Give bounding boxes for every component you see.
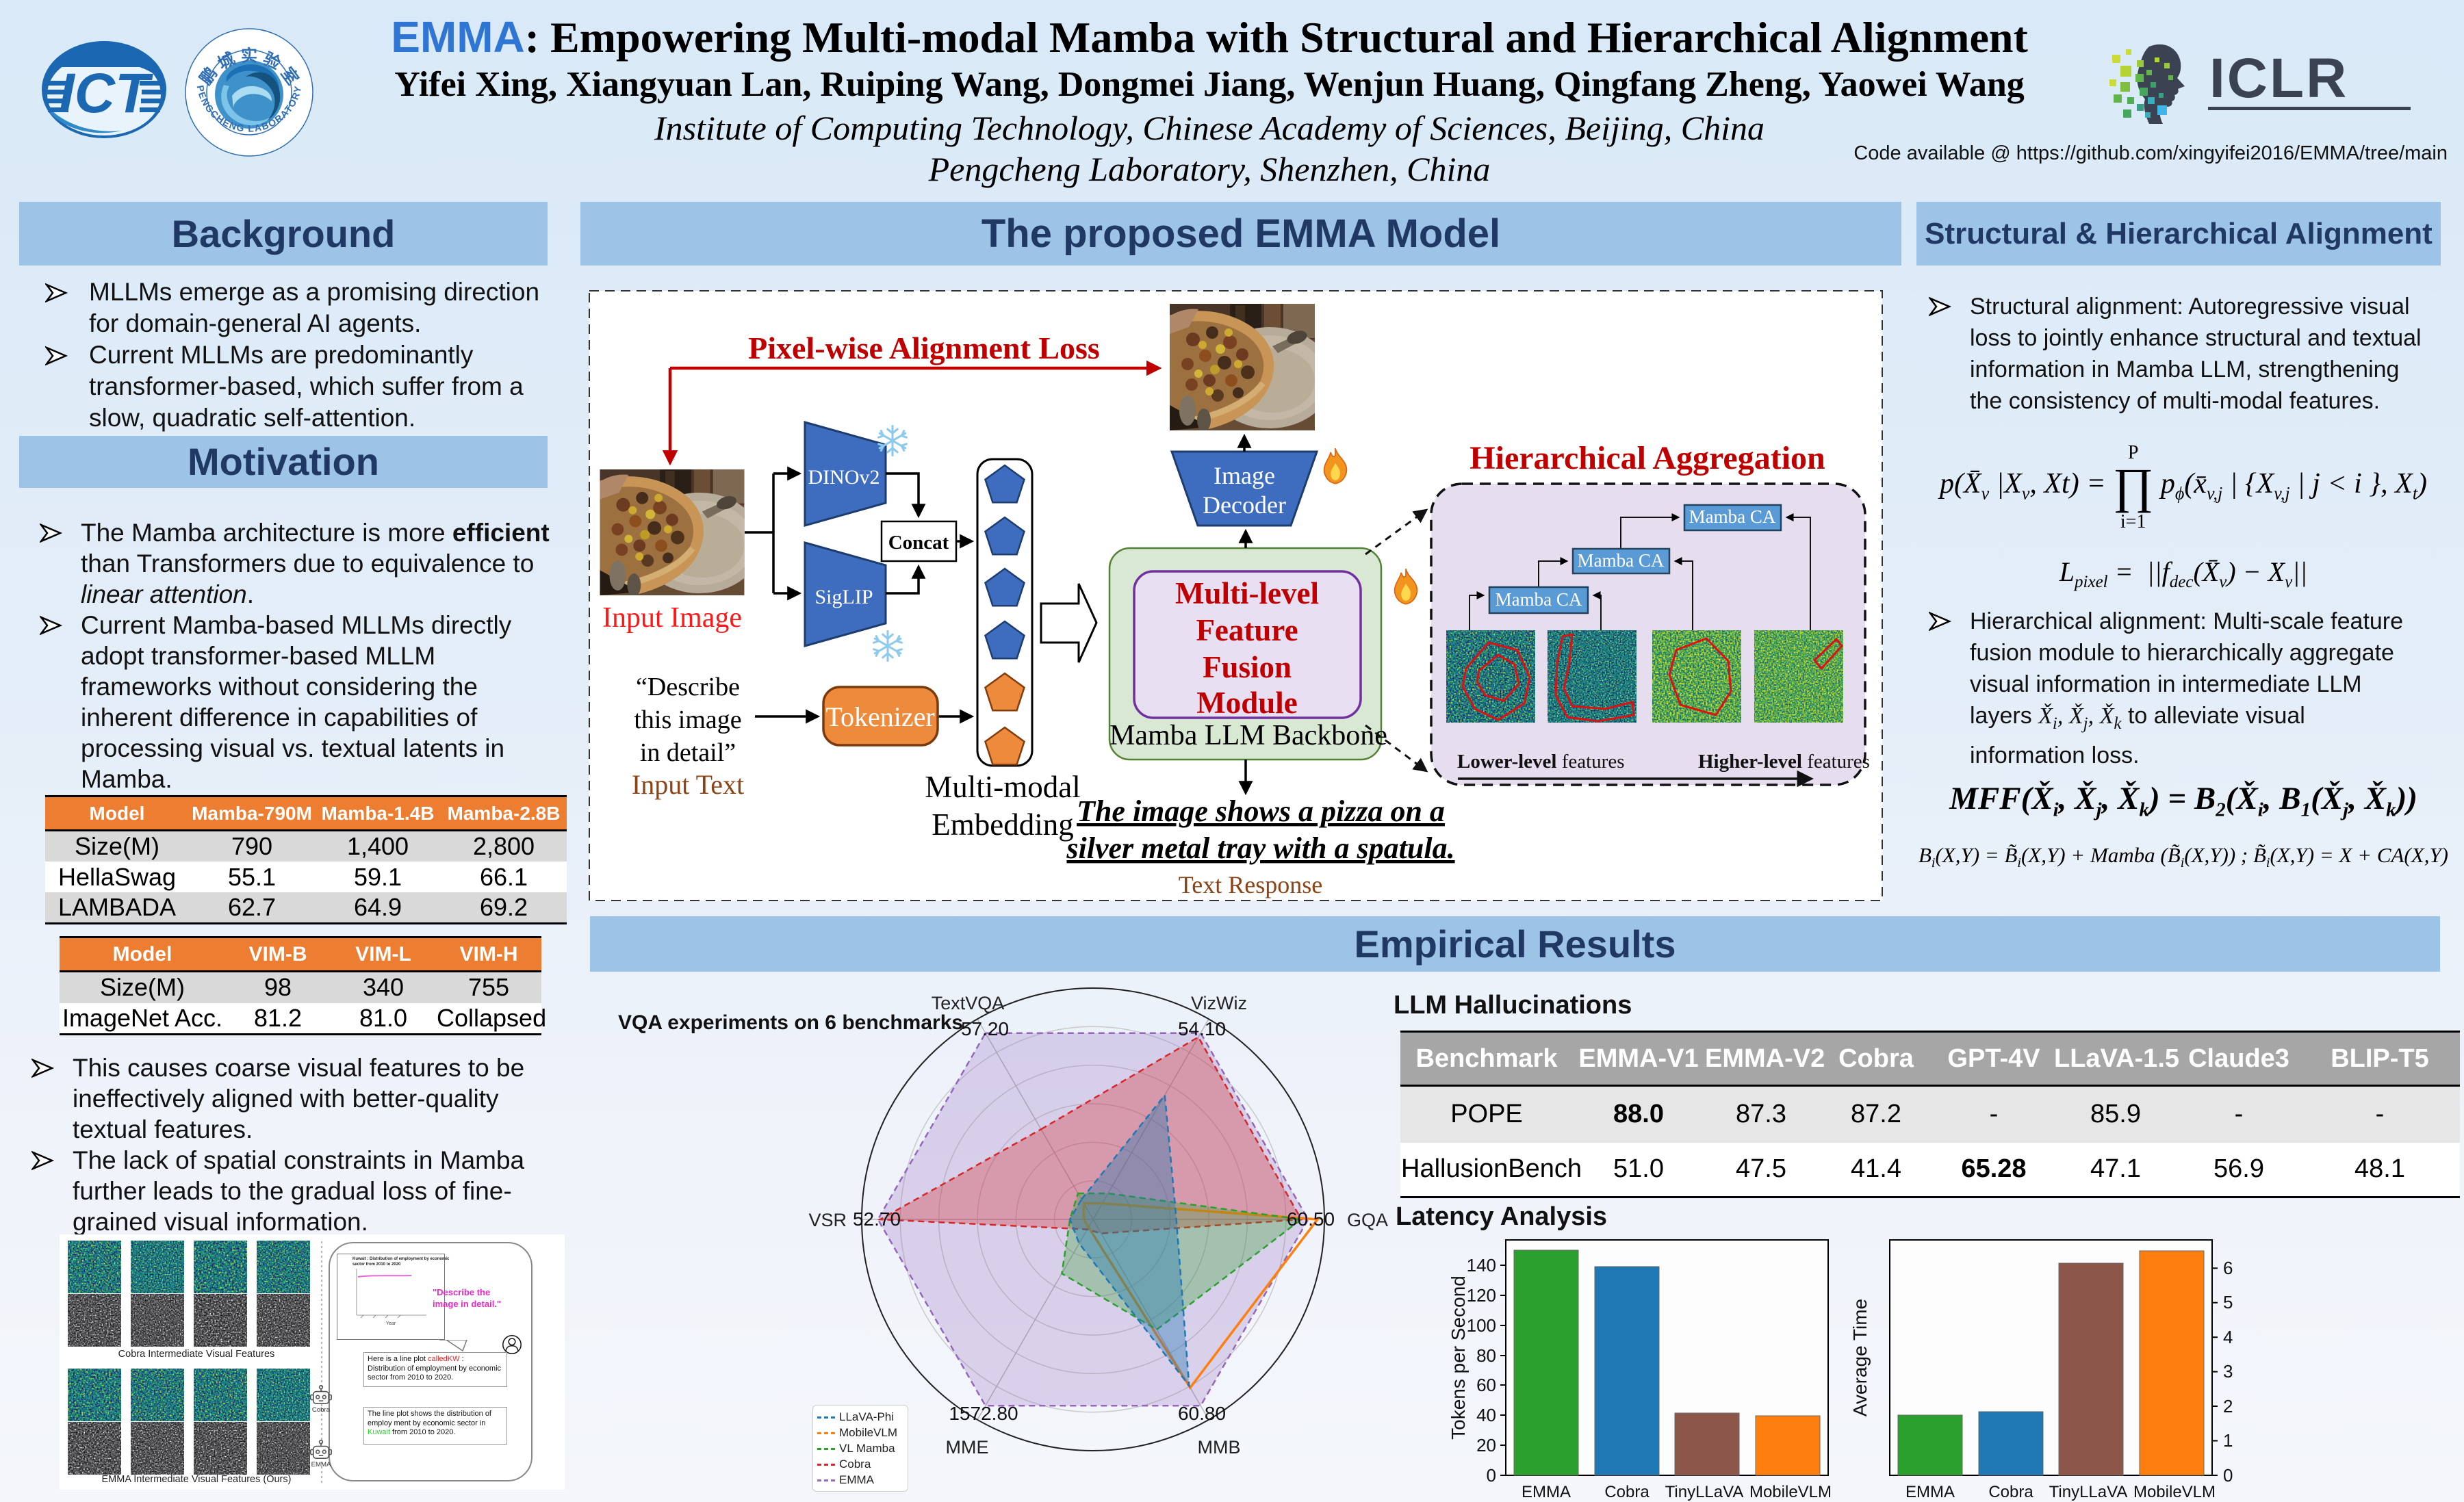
svg-text:60: 60: [1476, 1375, 1496, 1395]
svg-text:3: 3: [2223, 1361, 2233, 1382]
svg-text:140: 140: [1467, 1255, 1496, 1276]
svg-text:EMMA: EMMA: [1522, 1483, 1571, 1501]
svg-text:MME: MME: [946, 1437, 989, 1458]
svg-text:Lower-level features: Lower-level features: [1457, 751, 1625, 773]
svg-text:The image shows a pizza on a: The image shows a pizza on a: [1077, 794, 1445, 828]
svg-text:Decoder: Decoder: [1203, 491, 1286, 519]
svg-text:Image: Image: [1214, 462, 1275, 489]
svg-text:60.80: 60.80: [1178, 1403, 1226, 1424]
svg-text:TinyLLaVA: TinyLLaVA: [2049, 1483, 2128, 1501]
svg-text:60.50: 60.50: [1287, 1208, 1335, 1230]
svg-text:Multi-level: Multi-level: [1175, 576, 1319, 610]
svg-text:Multi-modal: Multi-modal: [925, 770, 1080, 804]
svg-text:MobileVLM: MobileVLM: [1749, 1483, 1832, 1501]
svg-text:GQA: GQA: [1347, 1210, 1388, 1230]
svg-text:Input Image: Input Image: [602, 602, 742, 634]
svg-text:Input Text: Input Text: [632, 769, 744, 800]
svg-text:this image: this image: [634, 705, 741, 734]
svg-text:EMMA: EMMA: [1905, 1483, 1955, 1501]
svg-text:52.70: 52.70: [853, 1208, 901, 1230]
svg-text:Year: Year: [386, 1321, 396, 1326]
svg-text:20: 20: [1476, 1435, 1496, 1455]
svg-text:Fusion: Fusion: [1203, 650, 1292, 684]
svg-text:80: 80: [1476, 1345, 1496, 1366]
svg-text:Mamba CA: Mamba CA: [1578, 550, 1665, 571]
svg-text:in detail”: in detail”: [640, 738, 736, 767]
svg-text:ICT: ICT: [59, 62, 153, 125]
svg-text:“Describe: “Describe: [636, 673, 740, 701]
svg-text:Cobra: Cobra: [1988, 1483, 2033, 1501]
svg-text:VSR: VSR: [808, 1210, 847, 1230]
svg-text:SigLIP: SigLIP: [814, 586, 873, 608]
svg-text:Concat: Concat: [888, 532, 949, 554]
svg-text:0: 0: [1487, 1465, 1496, 1486]
svg-text:Hierarchical Aggregation: Hierarchical Aggregation: [1470, 440, 1825, 476]
svg-text:1572.80: 1572.80: [949, 1403, 1018, 1424]
svg-text:TextVQA: TextVQA: [932, 993, 1005, 1013]
svg-text:Mamba CA: Mamba CA: [1689, 506, 1776, 527]
svg-text:ICLR: ICLR: [2209, 47, 2348, 109]
svg-text:120: 120: [1467, 1285, 1496, 1306]
svg-text:EMMA: EMMA: [311, 1461, 331, 1468]
svg-text:Mamba CA: Mamba CA: [1496, 589, 1582, 610]
svg-text:Tokens per Second: Tokens per Second: [1448, 1276, 1469, 1440]
svg-text:TinyLLaVA: TinyLLaVA: [1665, 1483, 1744, 1501]
svg-text:2: 2: [2223, 1396, 2233, 1416]
svg-text:Pixel-wise Alignment Loss: Pixel-wise Alignment Loss: [748, 331, 1100, 365]
svg-text:Higher-level features: Higher-level features: [1698, 751, 1870, 773]
svg-text:Tokenizer: Tokenizer: [825, 701, 934, 732]
svg-text:MobileVLM: MobileVLM: [2133, 1483, 2216, 1501]
svg-text:54.10: 54.10: [1178, 1018, 1226, 1039]
svg-text:Text Response: Text Response: [1179, 871, 1322, 898]
svg-text:MMB: MMB: [1198, 1437, 1241, 1458]
svg-text:5: 5: [2223, 1292, 2233, 1312]
svg-text:Module: Module: [1196, 686, 1298, 720]
svg-text:57.20: 57.20: [961, 1018, 1009, 1039]
svg-text:DINOv2: DINOv2: [808, 466, 880, 489]
svg-text:Cobra: Cobra: [312, 1406, 331, 1414]
svg-text:EMMA Intermediate Visual Featu: EMMA Intermediate Visual Features (Ours): [102, 1474, 292, 1485]
svg-text:100: 100: [1467, 1315, 1496, 1336]
svg-text:1: 1: [2223, 1430, 2233, 1451]
svg-text:40: 40: [1476, 1405, 1496, 1425]
svg-text:VizWiz: VizWiz: [1191, 993, 1247, 1013]
svg-text:0: 0: [2223, 1465, 2233, 1486]
svg-text:silver metal tray with a spatu: silver metal tray with a spatula.: [1066, 831, 1454, 865]
svg-text:6: 6: [2223, 1258, 2233, 1278]
svg-text:Average Time: Average Time: [1849, 1299, 1871, 1416]
svg-text:Cobra Intermediate Visual Feat: Cobra Intermediate Visual Features: [118, 1349, 275, 1360]
svg-text:4: 4: [2223, 1327, 2233, 1347]
svg-text:Mamba LLM Backbone: Mamba LLM Backbone: [1109, 720, 1387, 751]
svg-text:Cobra: Cobra: [1604, 1483, 1650, 1501]
svg-text:Feature: Feature: [1196, 613, 1298, 647]
svg-text:Embedding: Embedding: [932, 807, 1073, 842]
